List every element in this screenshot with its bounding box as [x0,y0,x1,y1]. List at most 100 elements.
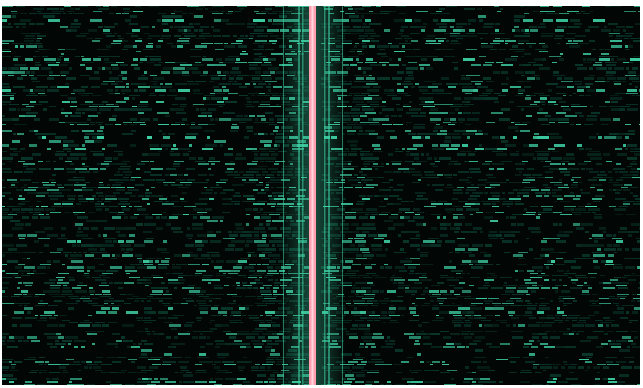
signal-speck [9,370,18,371]
signal-speck [413,370,422,371]
signal-speck [199,305,211,306]
signal-speck [166,273,170,274]
signal-speck [220,179,228,181]
signal-speck [180,343,185,345]
signal-speck [557,270,564,272]
signal-speck [187,29,191,32]
signal-speck [576,13,581,14]
signal-speck [145,331,150,332]
signal-speck [76,108,86,111]
signal-speck [263,58,268,61]
signal-speck [415,83,419,85]
signal-speck [459,83,468,85]
signal-speck [554,201,557,202]
signal-speck [351,19,362,22]
signal-speck [260,366,265,369]
signal-speck [249,270,255,272]
signal-speck [144,171,151,173]
signal-speck [424,381,436,383]
signal-speck [90,19,102,22]
signal-speck [200,346,205,348]
signal-speck [611,108,619,111]
signal-speck [25,115,36,117]
signal-speck [215,346,220,348]
signal-speck [357,201,365,202]
signal-speck [118,198,129,200]
signal-speck [637,168,640,170]
signal-speck [221,307,233,310]
signal-speck [204,187,207,188]
signal-speck [632,67,638,70]
signal-speck [261,101,270,103]
signal-speck [199,214,203,215]
signal-speck [230,130,238,132]
signal-speck [126,33,134,34]
signal-speck [356,203,364,205]
signal-speck [347,140,358,143]
signal-speck [534,133,539,135]
signal-speck [552,192,556,194]
signal-speck [275,384,281,385]
signal-speck [218,311,227,314]
signal-speck [355,381,364,383]
signal-speck [87,364,98,365]
signal-speck [170,26,173,28]
signal-speck [549,11,555,12]
signal-speck [207,234,216,237]
signal-speck [137,381,143,383]
signal-speck [435,49,438,50]
signal-speck [515,130,519,132]
signal-speck [240,258,250,259]
signal-speck [12,317,22,319]
signal-speck [442,13,450,14]
signal-speck [572,331,576,332]
signal-speck [535,49,546,50]
signal-speck [95,294,102,295]
signal-speck [63,144,68,147]
signal-speck [266,340,272,342]
signal-speck [601,343,608,345]
signal-speck [137,208,146,211]
signal-speck [235,174,240,176]
signal-speck [490,381,496,383]
signal-speck [211,163,215,165]
signal-speck [243,195,254,197]
signal-speck [39,101,48,103]
signal-speck [124,282,134,284]
signal-speck [59,324,65,327]
signal-speck [194,29,198,32]
signal-speck [376,254,386,257]
signal-speck [266,359,274,360]
signal-speck [353,126,362,129]
signal-speck [246,97,250,100]
signal-speck [257,264,261,265]
signal-speck [73,89,85,92]
signal-speck [81,95,89,96]
signal-speck [103,33,112,34]
signal-speck [183,381,194,383]
signal-speck [50,198,58,200]
signal-speck [402,83,413,85]
signal-speck [474,357,486,358]
signal-speck [566,317,578,319]
signal-speck [611,6,621,7]
signal-speck [589,300,598,302]
signal-speck [222,198,229,200]
signal-speck [475,349,483,352]
signal-speck [266,148,278,150]
signal-speck [199,198,208,200]
signal-speck [573,198,580,200]
signal-speck [630,148,635,150]
signal-speck [265,275,273,276]
signal-speck [372,166,384,167]
signal-speck [215,49,224,50]
signal-speck [216,273,220,274]
signal-speck [98,187,110,188]
signal-speck [102,324,109,327]
signal-speck [403,104,409,105]
signal-speck [25,58,33,61]
signal-speck [589,238,592,239]
signal-speck [106,45,111,48]
signal-speck [14,303,22,304]
signal-speck [613,384,623,385]
